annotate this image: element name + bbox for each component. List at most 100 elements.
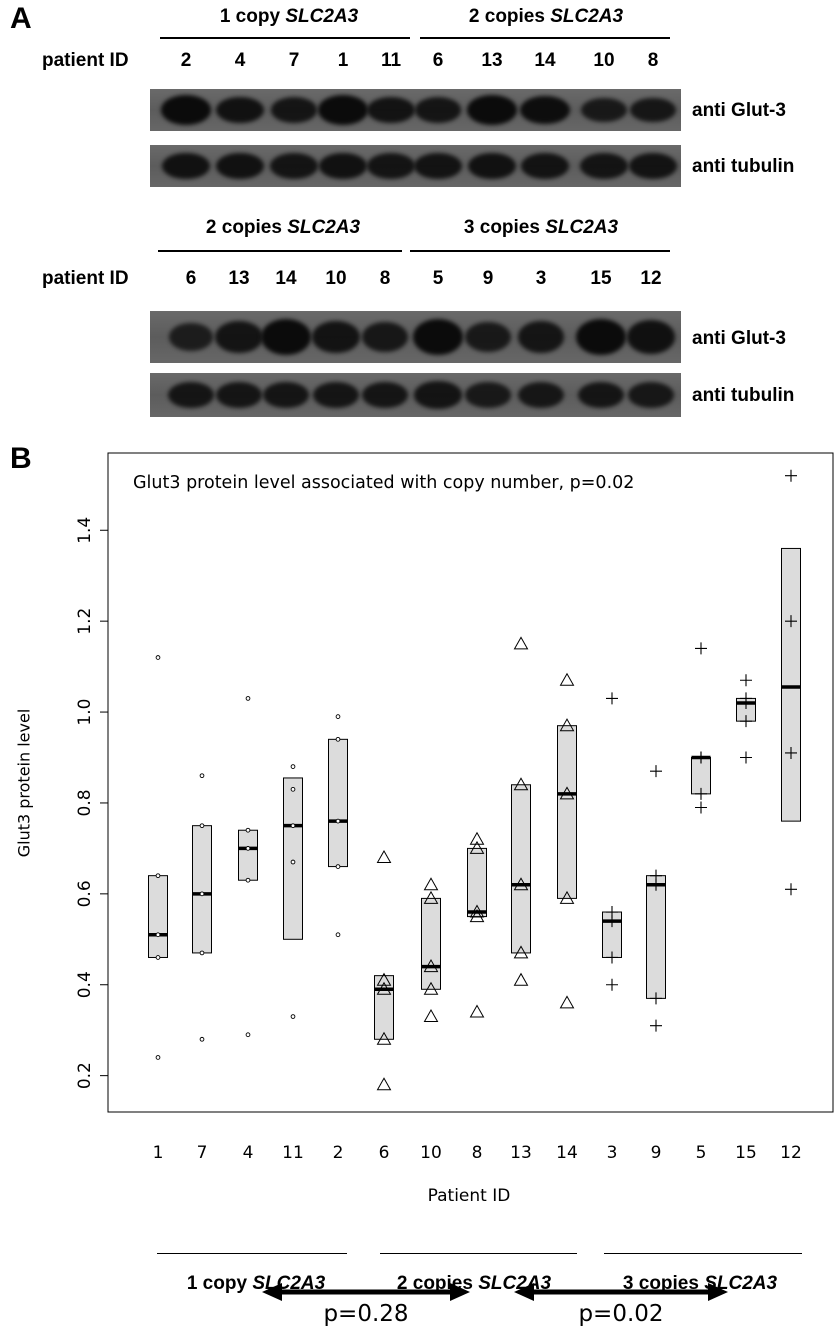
panel-a-letter: A bbox=[10, 2, 32, 35]
glut3-band bbox=[261, 318, 311, 356]
glut3-band bbox=[367, 96, 415, 124]
x-tick-label: 6 bbox=[379, 1143, 390, 1163]
blot2-glut3-strip bbox=[150, 311, 681, 363]
box-6 bbox=[374, 849, 394, 1091]
blot1-lane-id: 8 bbox=[647, 50, 659, 71]
iqr-box bbox=[557, 725, 577, 899]
blot1-glut3-antibody-label: anti Glut-3 bbox=[692, 100, 786, 121]
blot2-lane-id: 13 bbox=[228, 268, 250, 289]
box-1 bbox=[148, 655, 168, 1060]
chart-title: Glut3 protein level associated with copy… bbox=[133, 473, 634, 493]
data-point-triangle bbox=[376, 972, 392, 986]
data-point-circle bbox=[335, 932, 341, 938]
group-label-2-copies: 2 copies SLC2A3 bbox=[396, 1273, 552, 1294]
x-tick-label: 3 bbox=[607, 1143, 618, 1163]
tubulin-band bbox=[216, 152, 264, 180]
data-point-circle bbox=[155, 955, 161, 960]
glut3-band bbox=[215, 320, 263, 353]
data-point-circle bbox=[245, 827, 251, 833]
y-tick-label: 0.6 bbox=[75, 880, 95, 907]
x-tick-label: 13 bbox=[510, 1143, 532, 1163]
data-point-circle bbox=[155, 655, 161, 660]
blot2-group-rule-2 bbox=[410, 250, 670, 252]
tubulin-band bbox=[517, 381, 565, 409]
box-10 bbox=[421, 877, 441, 1023]
blot1-group-label-1: 1 copy SLC2A3 bbox=[219, 6, 359, 27]
data-point-triangle bbox=[559, 890, 575, 904]
iqr-box bbox=[781, 547, 801, 822]
tubulin-band bbox=[465, 382, 511, 408]
group-label-3-copies: 3 copies SLC2A3 bbox=[622, 1273, 778, 1294]
data-point-triangle bbox=[469, 840, 485, 854]
tubulin-band bbox=[414, 152, 462, 180]
x-tick-label: 8 bbox=[472, 1143, 483, 1163]
group-rule-2 bbox=[380, 1253, 577, 1254]
data-point-plus bbox=[695, 751, 707, 764]
data-point-circle bbox=[290, 859, 296, 865]
panel-b-letter: B bbox=[10, 442, 32, 475]
blot2-lane-id: 15 bbox=[590, 268, 612, 289]
x-tick-label: 15 bbox=[735, 1143, 757, 1163]
data-point-circle bbox=[335, 864, 341, 869]
tubulin-band bbox=[414, 381, 462, 409]
blot1-lane-id: 11 bbox=[380, 50, 402, 71]
tubulin-band bbox=[162, 152, 210, 180]
data-point-circle bbox=[199, 1036, 205, 1042]
iqr-box bbox=[328, 738, 348, 868]
tubulin-band bbox=[577, 381, 625, 409]
iqr-box bbox=[421, 897, 441, 990]
blot1-glut3-strip bbox=[150, 89, 681, 131]
comparison-p-value: p=0.02 bbox=[578, 1301, 663, 1327]
tubulin-band bbox=[468, 152, 516, 180]
box-8 bbox=[467, 831, 487, 1018]
data-point-triangle bbox=[423, 981, 439, 995]
blot2-lane-id: 12 bbox=[640, 268, 662, 289]
y-tick-label: 1.4 bbox=[75, 517, 95, 544]
y-tick-label: 0.4 bbox=[75, 971, 95, 998]
iqr-box bbox=[192, 825, 212, 954]
data-point-circle bbox=[155, 1055, 161, 1060]
tubulin-band bbox=[319, 152, 367, 180]
box-7 bbox=[192, 773, 212, 1042]
blot2-lane-id: 8 bbox=[379, 268, 391, 289]
group-label-1-copy: 1 copy SLC2A3 bbox=[186, 1273, 326, 1294]
data-point-circle bbox=[245, 1032, 251, 1038]
x-tick-label: 9 bbox=[651, 1143, 662, 1163]
glut3-band bbox=[312, 320, 360, 354]
data-point-circle bbox=[155, 932, 161, 938]
data-point-triangle bbox=[423, 1009, 439, 1023]
data-point-circle bbox=[290, 786, 296, 792]
data-point-circle bbox=[290, 823, 296, 829]
data-point-plus bbox=[695, 801, 707, 814]
data-point-triangle bbox=[376, 1031, 392, 1045]
blot2-group-label-1: 2 copies SLC2A3 bbox=[205, 217, 361, 238]
tubulin-band bbox=[367, 153, 415, 179]
glut3-band bbox=[626, 320, 676, 354]
comparison-arrow-head-left bbox=[262, 1283, 282, 1301]
data-point-triangle bbox=[559, 718, 575, 732]
box-3 bbox=[602, 692, 622, 991]
x-tick-label: 12 bbox=[780, 1143, 802, 1163]
data-point-plus bbox=[740, 751, 752, 764]
comparison-arrow-head-right bbox=[708, 1283, 728, 1301]
box-14 bbox=[557, 672, 577, 1009]
x-tick-label: 1 bbox=[153, 1143, 164, 1163]
data-point-circle bbox=[199, 773, 205, 779]
data-point-plus bbox=[695, 642, 707, 655]
data-point-triangle bbox=[469, 831, 485, 845]
x-tick-label: 4 bbox=[243, 1143, 254, 1163]
glut3-band bbox=[270, 97, 318, 123]
x-tick-label: 10 bbox=[420, 1143, 442, 1163]
blot1-tubulin-antibody-label: anti tubulin bbox=[692, 156, 795, 177]
data-point-plus bbox=[650, 992, 662, 1005]
iqr-box bbox=[646, 875, 666, 999]
box-11 bbox=[283, 764, 303, 1019]
data-point-circle bbox=[335, 736, 341, 742]
y-tick-label: 1.0 bbox=[75, 699, 95, 726]
data-point-triangle bbox=[423, 890, 439, 904]
data-point-plus bbox=[740, 674, 752, 687]
x-tick-label: 7 bbox=[197, 1143, 208, 1163]
iqr-box bbox=[283, 777, 303, 940]
data-point-plus bbox=[740, 715, 752, 728]
blot1-group-rule-1 bbox=[160, 37, 410, 39]
